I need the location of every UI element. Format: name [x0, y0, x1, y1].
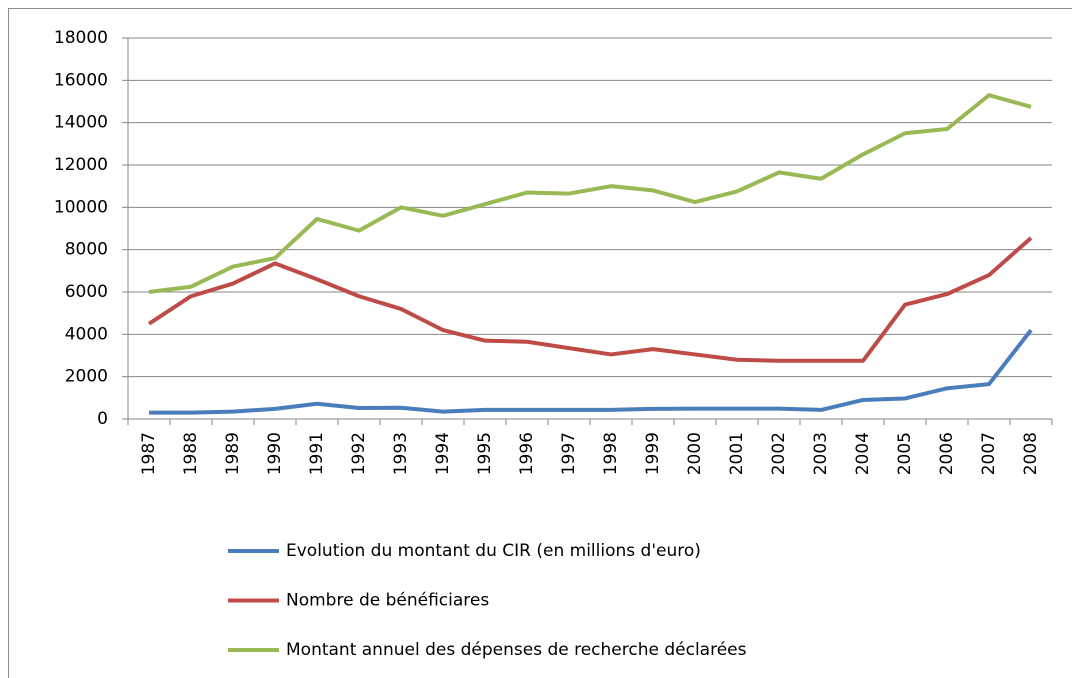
- x-tick-label: 2006: [937, 432, 957, 475]
- x-tick-label: 1999: [643, 432, 663, 475]
- x-tick-label: 2005: [895, 432, 915, 475]
- y-tick-label: 0: [97, 409, 108, 429]
- y-tick-label: 4000: [65, 324, 108, 344]
- x-tick-label: 1989: [223, 432, 243, 475]
- series-line: [148, 93, 1032, 294]
- x-tick-label: 2008: [1021, 432, 1041, 475]
- series-line: [149, 328, 1033, 415]
- x-tick-label: 1990: [265, 432, 285, 475]
- x-tick-label: 1992: [349, 432, 369, 475]
- x-tick-label: 2001: [727, 432, 747, 475]
- x-tick-label: 1997: [559, 432, 579, 475]
- x-tick-label: 2002: [769, 432, 789, 475]
- y-tick-label: 18000: [54, 28, 108, 48]
- x-tick-label: 2007: [979, 432, 999, 475]
- x-tick-label: 1995: [475, 432, 495, 475]
- x-tick-label: 2000: [685, 432, 705, 475]
- x-tick-label: 1991: [307, 432, 327, 475]
- legend-label: Nombre de bénéficiares: [286, 591, 489, 611]
- x-tick-label: 1994: [433, 432, 453, 475]
- y-tick-label: 8000: [65, 240, 108, 260]
- legend-label: Evolution du montant du CIR (en millions…: [286, 541, 701, 561]
- y-tick-label: 2000: [65, 367, 108, 387]
- x-tick-label: 1996: [517, 432, 537, 475]
- y-tick-label: 6000: [65, 282, 108, 302]
- y-tick-label: 14000: [54, 113, 108, 133]
- x-tick-label: 2004: [853, 432, 873, 475]
- y-tick-label: 12000: [54, 155, 108, 175]
- legend-label: Montant annuel des dépenses de recherche…: [286, 640, 747, 660]
- x-tick-label: 2003: [811, 432, 831, 475]
- x-tick-label: 1987: [139, 432, 159, 475]
- x-tick-label: 1998: [601, 432, 621, 475]
- y-tick-label: 10000: [54, 197, 108, 217]
- y-tick-label: 16000: [54, 70, 108, 90]
- x-tick-label: 1993: [391, 432, 411, 475]
- series-line: [147, 236, 1033, 363]
- x-tick-label: 1988: [181, 432, 201, 475]
